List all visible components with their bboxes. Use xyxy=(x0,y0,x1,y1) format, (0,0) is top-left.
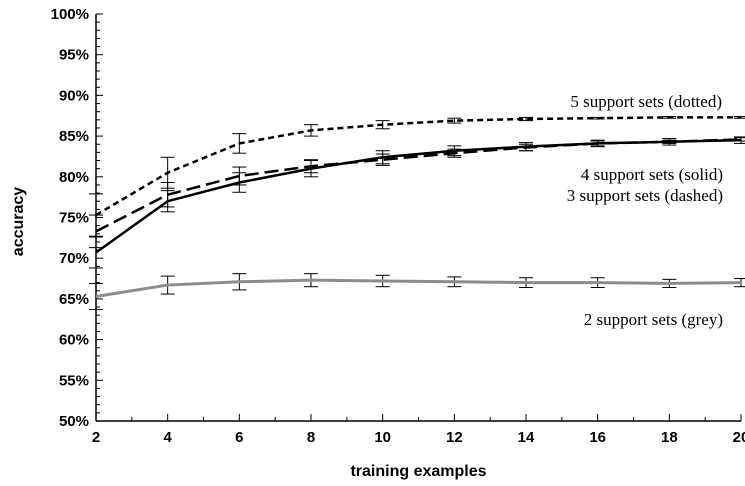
y-tick-label: 95% xyxy=(59,47,89,64)
annotation-2-support-sets: 2 support sets (grey) xyxy=(584,310,723,329)
x-axis-ticks: 2 4 6 8 10 12 14 16 18 20 xyxy=(92,414,745,446)
y-tick-label: 70% xyxy=(59,250,89,267)
y-tick-label: 60% xyxy=(59,332,89,349)
y-tick-label: 85% xyxy=(59,128,89,145)
x-tick-label: 6 xyxy=(235,429,243,446)
y-tick-label: 55% xyxy=(59,372,89,389)
annotation-5-support-sets: 5 support sets (dotted) xyxy=(570,92,722,111)
series-line xyxy=(95,138,742,233)
y-tick-label: 75% xyxy=(59,210,89,227)
error-bar xyxy=(447,117,462,124)
error-bar xyxy=(375,153,390,166)
series-dashed xyxy=(89,137,745,249)
annotations-group: 5 support sets (dotted) 4 support sets (… xyxy=(567,92,723,329)
y-axis-ticks: 50% 55% 60% 65% 70% 75% 80% 85% 90% 95% 100% xyxy=(51,6,103,430)
y-tick-label: 90% xyxy=(59,87,89,104)
annotation-4-support-sets: 4 support sets (solid) xyxy=(581,165,723,184)
x-tick-label: 18 xyxy=(661,429,678,446)
y-tick-label: 50% xyxy=(59,413,89,430)
x-tick-label: 4 xyxy=(163,429,172,446)
x-tick-label: 14 xyxy=(518,429,535,446)
x-axis-label: training examples xyxy=(350,463,486,480)
series-line xyxy=(95,116,741,217)
y-tick-label: 80% xyxy=(59,169,89,186)
x-tick-label: 2 xyxy=(92,429,100,446)
annotation-3-support-sets: 3 support sets (dashed) xyxy=(567,186,723,205)
series-line xyxy=(95,278,742,298)
error-bar xyxy=(232,166,247,186)
x-tick-label: 8 xyxy=(307,429,315,446)
error-bar xyxy=(519,116,533,122)
series-group xyxy=(89,116,745,310)
series-grey xyxy=(89,273,745,310)
error-bar xyxy=(734,137,745,142)
x-tick-label: 12 xyxy=(446,429,463,446)
x-tick-label: 10 xyxy=(374,429,391,446)
error-bar xyxy=(590,140,605,147)
x-tick-label: 20 xyxy=(733,429,745,446)
y-axis-label: accuracy xyxy=(10,187,27,256)
y-tick-label: 65% xyxy=(59,291,89,308)
x-tick-label: 16 xyxy=(589,429,606,446)
plot-frame xyxy=(95,14,741,422)
y-tick-label: 100% xyxy=(51,6,89,23)
